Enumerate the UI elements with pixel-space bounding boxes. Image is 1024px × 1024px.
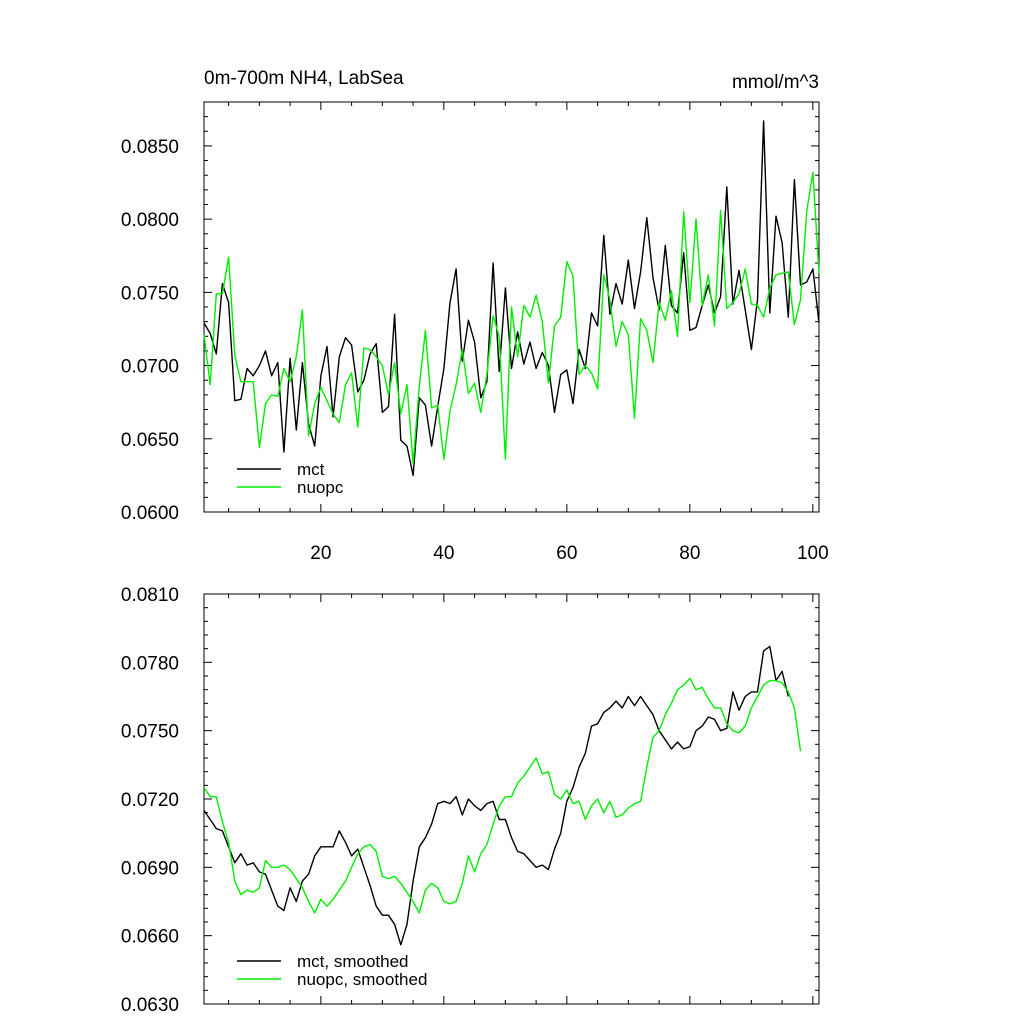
y-tick-label: 0.0750: [121, 722, 179, 743]
series-line-mct-smoothed: [203, 645, 789, 946]
y-tick-label: 0.0700: [121, 357, 179, 378]
legend-label: mct, smoothed: [297, 952, 409, 971]
legend-label: nuopc: [297, 478, 344, 497]
x-tick-label: 100: [797, 543, 829, 564]
y-tick-label: 0.0720: [121, 790, 179, 811]
y-tick-label: 0.0630: [121, 995, 179, 1016]
y-tick-label: 0.0650: [121, 430, 179, 451]
top-plot-panel: 0.0600 0.0650 0.0700 0.0750 0.0800 0.0850 20 40…: [121, 101, 829, 564]
units-label: mmol/m^3: [732, 72, 819, 93]
y-tick-label: 0.0690: [121, 858, 179, 879]
y-tick-label: 0.0600: [121, 503, 179, 524]
y-tick-label: 0.0750: [121, 283, 179, 304]
bottom-plot-panel: 0.0630 0.0660 0.0690 0.0720 0.0750 0.0780 0.08…: [121, 585, 820, 1016]
series-line-nuopc-smoothed: [203, 677, 802, 914]
legend-label: nuopc, smoothed: [297, 970, 427, 989]
plot-frame: [203, 593, 820, 1005]
y-tick-label: 0.0780: [121, 653, 179, 674]
x-tick-label: 60: [556, 543, 577, 564]
y-tick-label: 0.0810: [121, 585, 179, 606]
legend-label: mct: [297, 460, 325, 479]
y-tick-label: 0.0660: [121, 927, 179, 948]
y-tick-label: 0.0850: [121, 137, 179, 158]
series-line-nuopc: [203, 171, 820, 465]
x-tick-label: 20: [310, 543, 331, 564]
x-tick-label: 40: [433, 543, 454, 564]
y-tick-label: 0.0800: [121, 210, 179, 231]
chart-title: 0m-700m NH4, LabSea: [204, 68, 404, 89]
x-tick-label: 80: [679, 543, 700, 564]
